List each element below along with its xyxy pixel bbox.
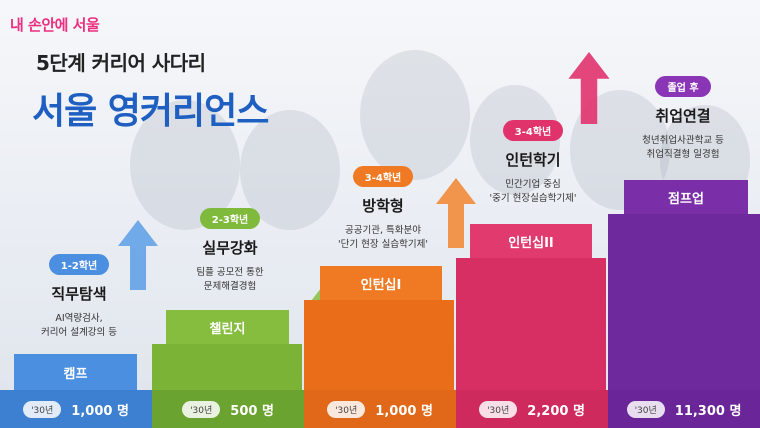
grade-badge: 3-4학년 — [352, 166, 414, 187]
grade-badge: 졸업 후 — [655, 76, 711, 97]
stage-step — [456, 258, 606, 390]
brand-logo: 내 손안에 서울 — [10, 16, 100, 34]
footer-cell-challenge: '30년 500 명 — [152, 390, 304, 428]
stage-block-internship-1: 인턴십I — [320, 266, 442, 300]
stage-card-4: 3-4학년 인턴학기 민간기업 중심 '중기 현장실습학기제' — [458, 120, 608, 207]
arrow-up-icon — [118, 220, 158, 290]
participant-count: 1,000 명 — [375, 403, 433, 419]
year-label: '30년 — [626, 400, 665, 418]
footer-cell-jumpup: '30년 11,300 명 — [608, 390, 760, 428]
stage-description: 팀플 공모전 통한 문제해결경험 — [196, 267, 264, 293]
stage-card-1: 1-2학년 직무탐색 AI역량검사, 커리어 설계강의 등 — [4, 254, 154, 341]
stage-card-3: 3-4학년 방학형 공공기관, 특화분야 '단기 현장 실습학기제' — [308, 166, 458, 253]
stage-description: 민간기업 중심 '중기 현장실습학기제' — [489, 179, 577, 205]
grade-badge: 3-4학년 — [502, 120, 564, 141]
stage-block-camp: 캠프 — [14, 354, 137, 390]
stage-step — [304, 300, 454, 390]
stage-card-2: 2-3학년 실무강화 팀플 공모전 통한 문제해결경험 — [155, 208, 305, 295]
stage-title: 실무강화 — [202, 239, 258, 257]
stage-description: 공공기관, 특화분야 '단기 현장 실습학기제' — [338, 225, 428, 251]
participant-count: 2,200 명 — [527, 403, 585, 419]
stage-description: AI역량검사, 커리어 설계강의 등 — [41, 313, 117, 339]
year-label: '30년 — [479, 400, 518, 418]
stage-title: 방학형 — [362, 197, 404, 215]
year-label: '30년 — [327, 400, 366, 418]
grade-badge: 2-3학년 — [199, 208, 261, 229]
participant-count: 1,000 명 — [71, 403, 129, 419]
year-label: '30년 — [182, 400, 221, 418]
stage-step — [152, 344, 302, 390]
participant-count: 11,300 명 — [674, 403, 742, 419]
participant-count: 500 명 — [230, 403, 274, 419]
arrow-up-icon — [436, 178, 476, 248]
page-subtitle: 5단계 커리어 사다리 — [36, 51, 206, 75]
stage-block-internship-2: 인턴십II — [470, 224, 592, 258]
stage-description: 청년취업사관학교 등 취업직결형 일경험 — [642, 135, 724, 161]
stage-block-jumpup: 점프업 — [624, 180, 748, 214]
footer-counts: '30년 1,000 명 '30년 500 명 '30년 1,000 명 '30… — [0, 390, 760, 428]
stage-card-5: 졸업 후 취업연결 청년취업사관학교 등 취업직결형 일경험 — [608, 76, 758, 163]
footer-cell-camp: '30년 1,000 명 — [0, 390, 152, 428]
stage-step — [608, 214, 760, 390]
arrow-up-icon — [568, 52, 610, 124]
stage-block-challenge: 챌린지 — [166, 310, 289, 344]
page-title: 서울 영커리언스 — [32, 91, 269, 132]
footer-cell-internship-1: '30년 1,000 명 — [304, 390, 456, 428]
stage-title: 인턴학기 — [505, 151, 561, 169]
grade-badge: 1-2학년 — [48, 254, 110, 275]
footer-cell-internship-2: '30년 2,200 명 — [456, 390, 608, 428]
year-label: '30년 — [23, 400, 62, 418]
stage-title: 직무탐색 — [51, 285, 107, 303]
stage-title: 취업연결 — [655, 107, 711, 125]
